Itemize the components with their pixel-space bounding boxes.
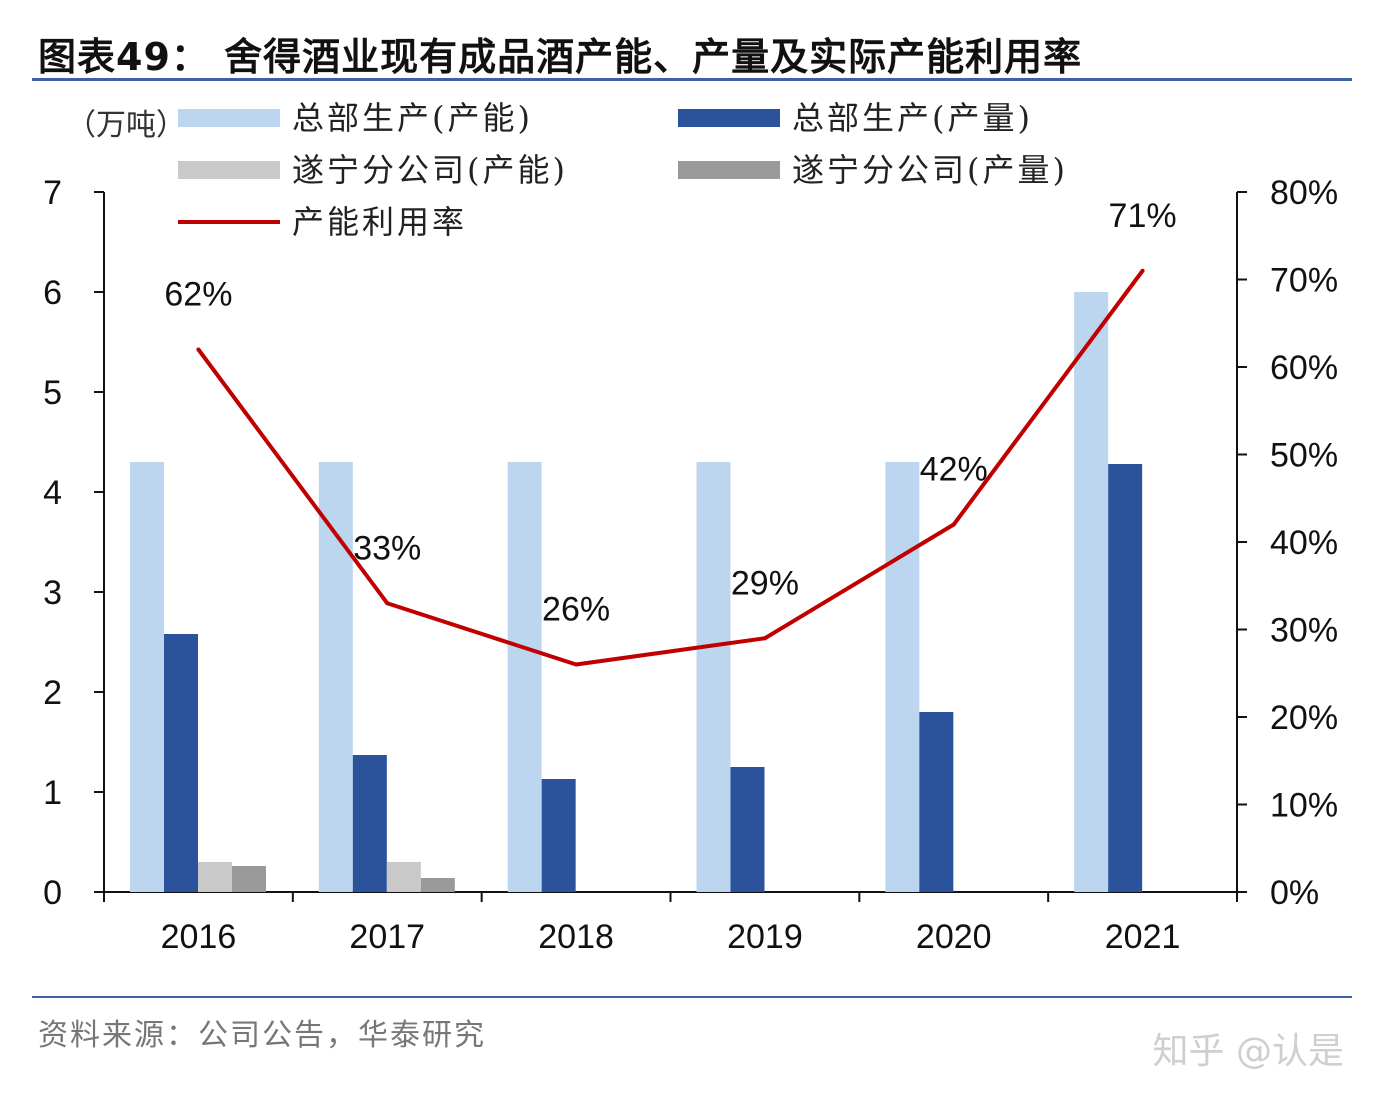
legend-suining-capacity-swatch: [178, 161, 280, 179]
right-axis-tick-label: 10%: [1270, 787, 1338, 825]
left-axis-tick-label: 3: [43, 574, 62, 612]
hq-output-bar: [352, 755, 387, 892]
left-axis-tick-label: 1: [43, 774, 62, 812]
legend-hq-output-swatch: [678, 109, 780, 127]
suining-capacity-bar: [198, 862, 232, 892]
utilization-polyline: [196, 269, 1145, 667]
legend: 总部生产(产能) 总部生产(产量) 遂宁分公司(产能) 遂宁分公司(产量) 产能利用率: [178, 99, 1068, 241]
x-axis-tick-label: 2019: [727, 918, 803, 956]
legend-suining-capacity-label: 遂宁分公司(产能): [292, 151, 568, 189]
utilization-point: [951, 522, 956, 527]
left-axis-tick-label: 6: [43, 274, 62, 312]
utilization-line: 62% 33% 26% 29% 42% 71%: [164, 197, 1177, 667]
hq-output-bar: [730, 767, 765, 892]
chart-canvas: 总部生产(产能) 总部生产(产量)遂宁分公司(产能) 遂宁分公司(产量)产能利用率 …: [43, 99, 1338, 956]
hq-capacity-bar: [318, 462, 353, 892]
hq-output-bar: [919, 712, 954, 892]
utilization-data-label: 42%: [920, 451, 988, 489]
bars: [130, 292, 1143, 892]
hq-capacity-bar: [696, 462, 731, 892]
x-axis-tick-label: 2020: [916, 918, 992, 956]
suining-capacity-bar: [386, 862, 421, 892]
utilization-data-label: 33%: [353, 529, 421, 567]
watermark: 知乎 @认是: [1152, 1031, 1344, 1072]
chart-title: 图表49： 舍得酒业现有成品酒产能、产量及实际产能利用率: [38, 35, 1083, 79]
left-axis-tick-label: 4: [43, 474, 62, 512]
utilization-data-label: 26%: [542, 591, 610, 629]
hq-capacity-bar: [885, 462, 920, 892]
utilization-data-label: 29%: [731, 564, 799, 602]
legend-suining-output-swatch: [678, 161, 780, 179]
legend-suining-output-label: 遂宁分公司(产量): [792, 151, 1068, 189]
hq-capacity-bar: [130, 462, 164, 892]
utilization-point: [385, 601, 390, 606]
left-axis-tick-label: 5: [43, 374, 62, 412]
right-axis-tick-label: 50%: [1270, 437, 1338, 475]
left-axis-tick-label: 7: [43, 174, 62, 212]
x-axis-tick-label: 2021: [1105, 918, 1181, 956]
right-axis-tick-label: 40%: [1270, 524, 1338, 562]
legend-hq-capacity-label: 总部生产(产能): [292, 99, 533, 137]
x-axis-tick-label: 2018: [538, 918, 614, 956]
hq-capacity-bar: [1074, 292, 1109, 892]
legend-utilization-label: 产能利用率: [292, 203, 467, 241]
source-rule: [32, 996, 1352, 998]
utilization-point: [196, 347, 201, 352]
x-axis-tick-label: 2016: [161, 918, 237, 956]
utilization-point: [762, 636, 767, 641]
right-axis-tick-label: 30%: [1270, 612, 1338, 650]
right-axis-tick-label: 60%: [1270, 349, 1338, 387]
legend-hq-capacity-swatch: [178, 109, 280, 127]
legend-hq-output-label: 总部生产(产量): [792, 99, 1033, 137]
hq-output-bar: [541, 779, 576, 892]
utilization-point: [574, 662, 579, 667]
right-axis-tick-label: 20%: [1270, 699, 1338, 737]
left-axis-unit: （万吨）: [66, 108, 186, 143]
hq-output-bar: [164, 634, 198, 892]
suining-output-bar: [232, 866, 266, 892]
left-axis-tick-label: 0: [43, 874, 62, 912]
right-axis-tick-label: 0%: [1270, 874, 1319, 912]
right-axis-tick-label: 80%: [1270, 174, 1338, 212]
source-note: 资料来源：公司公告，华泰研究: [38, 1018, 486, 1053]
hq-capacity-bar: [507, 462, 542, 892]
right-axis-tick-label: 70%: [1270, 262, 1338, 300]
left-axis-tick-label: 2: [43, 674, 62, 712]
utilization-point: [1140, 268, 1145, 273]
suining-output-bar: [420, 878, 455, 892]
utilization-data-label: 71%: [1109, 197, 1177, 235]
title-rule: [32, 78, 1352, 81]
x-axis-tick-label: 2017: [349, 918, 425, 956]
utilization-data-label: 62%: [164, 276, 232, 314]
hq-output-bar: [1108, 464, 1143, 892]
